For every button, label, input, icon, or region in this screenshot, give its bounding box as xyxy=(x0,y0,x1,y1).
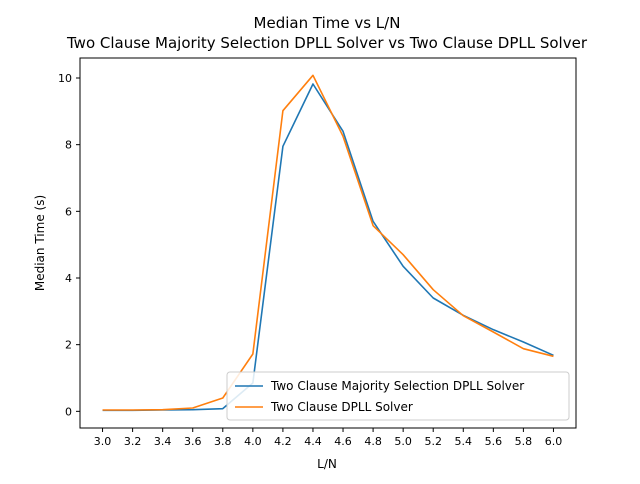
axis-ticks: 3.0 3.2 3.4 3.6 3.8 4.0 4.2 4.4 4.6 4.8 5.0 5.2 5.4 5… xyxy=(58,72,562,448)
plot-series xyxy=(102,74,554,412)
legend-box xyxy=(226,371,570,421)
legend: Two Clause Majority Selection DPLL Solve… xyxy=(226,371,570,421)
y-tick-label: 8 xyxy=(65,139,72,152)
x-tick-label: 4.8 xyxy=(364,435,382,448)
legend-label: Two Clause DPLL Solver xyxy=(270,400,413,414)
y-tick-label: 2 xyxy=(65,339,72,352)
x-axis-label: L/N xyxy=(317,457,337,471)
x-tick-label: 5.8 xyxy=(515,435,533,448)
x-tick-label: 5.6 xyxy=(485,435,503,448)
legend-label: Two Clause Majority Selection DPLL Solve… xyxy=(270,379,524,393)
x-tick-label: 5.2 xyxy=(424,435,442,448)
chart-subtitle: Two Clause Majority Selection DPLL Solve… xyxy=(66,34,588,52)
x-tick-label: 3.4 xyxy=(154,435,172,448)
series-line-2 xyxy=(102,74,554,411)
x-tick-label: 5.0 xyxy=(394,435,412,448)
chart-title: Median Time vs L/N xyxy=(254,14,401,32)
plot-frame xyxy=(79,57,577,429)
y-tick-label: 4 xyxy=(65,272,72,285)
x-tick-label: 3.2 xyxy=(124,435,142,448)
y-tick-label: 0 xyxy=(65,405,72,418)
y-axis-label: Median Time (s) xyxy=(33,195,47,291)
x-tick-label: 6.0 xyxy=(545,435,563,448)
x-tick-label: 4.4 xyxy=(304,435,322,448)
x-tick-label: 4.2 xyxy=(274,435,292,448)
x-tick-label: 3.0 xyxy=(94,435,112,448)
x-tick-label: 5.4 xyxy=(455,435,473,448)
y-tick-label: 6 xyxy=(65,205,72,218)
x-tick-label: 4.0 xyxy=(244,435,262,448)
x-tick-label: 3.8 xyxy=(214,435,232,448)
x-tick-label: 3.6 xyxy=(184,435,202,448)
series-line-1 xyxy=(102,83,554,412)
x-tick-label: 4.6 xyxy=(334,435,352,448)
y-tick-label: 10 xyxy=(58,72,72,85)
